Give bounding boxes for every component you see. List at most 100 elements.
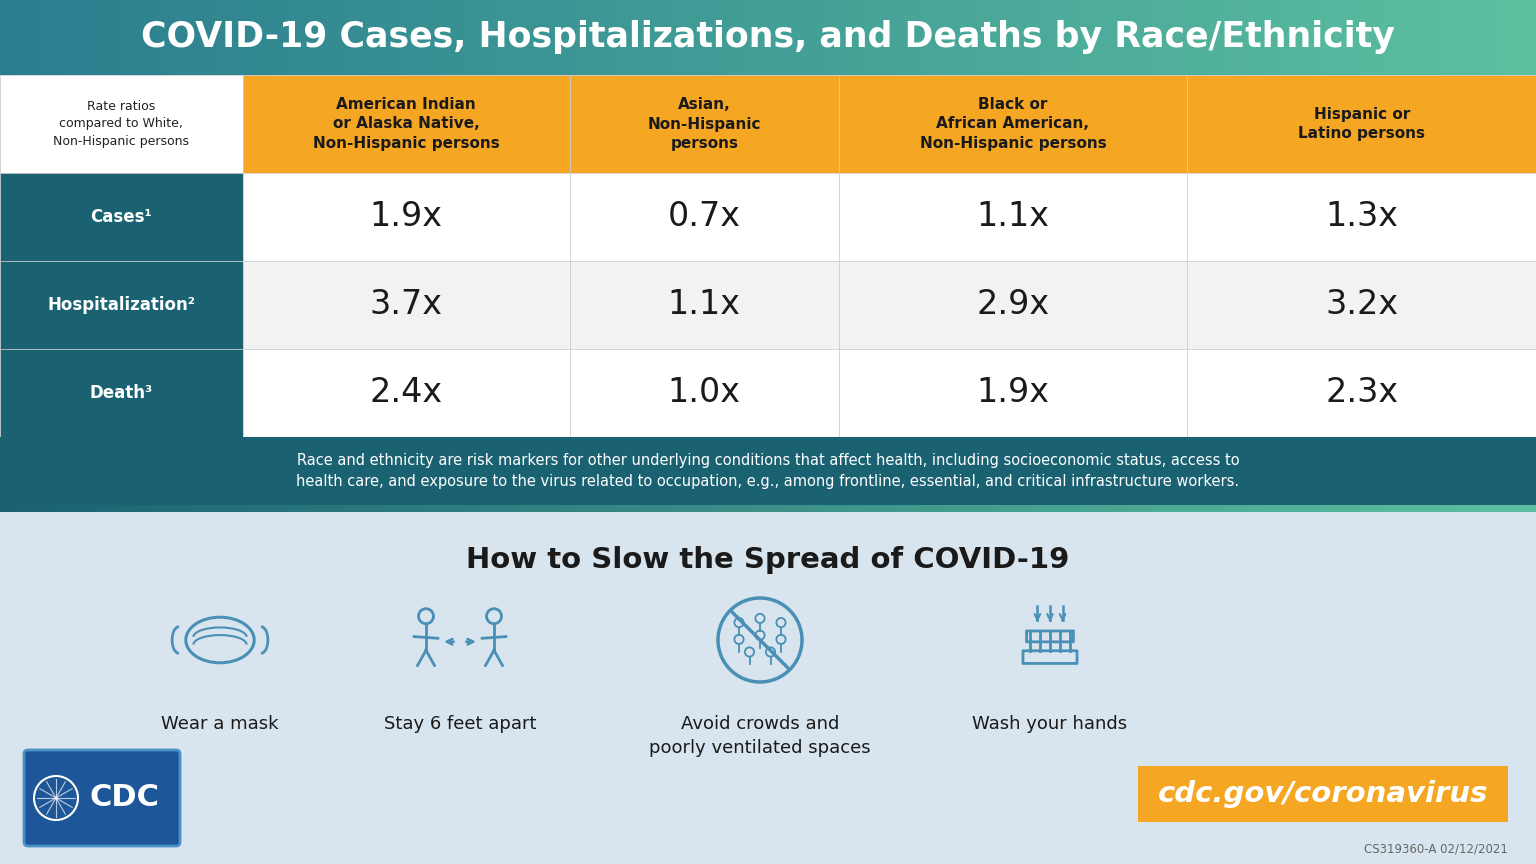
Bar [230,0,250,75]
Text: Stay 6 feet apart: Stay 6 feet apart [384,715,536,733]
Bar [1267,505,1287,512]
Text: 0.7x: 0.7x [668,200,740,233]
Bar [839,261,1187,349]
Bar [402,505,424,512]
Bar [154,0,174,75]
Bar [0,349,243,437]
Bar [77,505,97,512]
Bar [1364,505,1384,512]
Bar [1401,0,1422,75]
Bar [806,0,826,75]
Bar [922,0,942,75]
Text: Race and ethnicity are risk markers for other underlying conditions that affect : Race and ethnicity are risk markers for … [296,453,1240,489]
Bar [1037,505,1057,512]
Bar [902,505,923,512]
Bar [172,505,194,512]
Bar [570,261,839,349]
Text: COVID-19 Cases, Hospitalizations, and Deaths by Race/Ethnicity: COVID-19 Cases, Hospitalizations, and De… [141,21,1395,54]
Bar [691,0,711,75]
Bar [1114,505,1134,512]
Bar [269,505,289,512]
Bar [289,0,309,75]
Bar [422,0,442,75]
Bar [673,0,693,75]
Bar [1075,505,1095,512]
Text: Rate ratios
compared to White,
Non-Hispanic persons: Rate ratios compared to White, Non-Hispa… [54,100,189,148]
Bar [691,505,711,512]
Bar [18,0,40,75]
Bar [1421,0,1441,75]
Bar [135,0,155,75]
Bar [748,0,770,75]
Bar [839,349,1187,437]
Bar [0,437,1536,505]
Bar [826,505,846,512]
Bar [730,0,750,75]
Bar [366,505,386,512]
Bar [673,505,693,512]
Bar [538,505,558,512]
Bar [1324,0,1346,75]
Bar [1190,505,1210,512]
Bar [1478,505,1499,512]
Bar [289,505,309,512]
Bar [499,0,519,75]
Bar [402,0,424,75]
Text: American Indian
or Alaska Native,
Non-Hispanic persons: American Indian or Alaska Native, Non-Hi… [313,97,499,151]
Bar [556,0,578,75]
Bar [192,505,212,512]
Bar [845,0,865,75]
Bar [1075,0,1095,75]
Bar [95,505,117,512]
Bar [249,0,270,75]
Bar [479,0,501,75]
Bar [1170,0,1192,75]
FancyBboxPatch shape [25,750,180,846]
Bar [960,505,980,512]
Bar [479,505,501,512]
Bar [192,0,212,75]
Bar [1306,0,1326,75]
Bar [326,0,347,75]
Bar [115,505,135,512]
Bar [1382,0,1402,75]
Text: Death³: Death³ [89,384,154,402]
Bar [1247,0,1269,75]
Bar [1364,0,1384,75]
Bar [1152,0,1172,75]
Bar [18,505,40,512]
Bar [1498,0,1518,75]
Bar [499,505,519,512]
Text: Avoid crowds and
poorly ventilated spaces: Avoid crowds and poorly ventilated space… [650,715,871,757]
Bar [1132,505,1154,512]
Bar [230,505,250,512]
Bar [249,505,270,512]
Bar [0,505,20,512]
Bar [1344,0,1364,75]
Bar [210,505,232,512]
Bar [1190,0,1210,75]
Bar [1209,0,1230,75]
Bar [922,505,942,512]
Bar [786,505,808,512]
Bar [633,0,654,75]
Bar [1516,0,1536,75]
Bar [1229,0,1249,75]
Bar [845,505,865,512]
Bar [633,505,654,512]
Bar [1187,261,1536,349]
Text: 2.9x: 2.9x [977,289,1049,321]
Text: 1.1x: 1.1x [977,200,1049,233]
Bar [243,75,570,173]
Bar [442,505,462,512]
Bar [710,0,731,75]
Text: 3.2x: 3.2x [1326,289,1398,321]
Text: 1.0x: 1.0x [668,377,740,410]
Bar [1187,349,1536,437]
Bar [518,505,539,512]
Bar [461,505,481,512]
Bar [384,505,404,512]
Bar [57,505,78,512]
Text: CS319360-A 02/12/2021: CS319360-A 02/12/2021 [1364,843,1508,856]
Bar [1401,505,1422,512]
